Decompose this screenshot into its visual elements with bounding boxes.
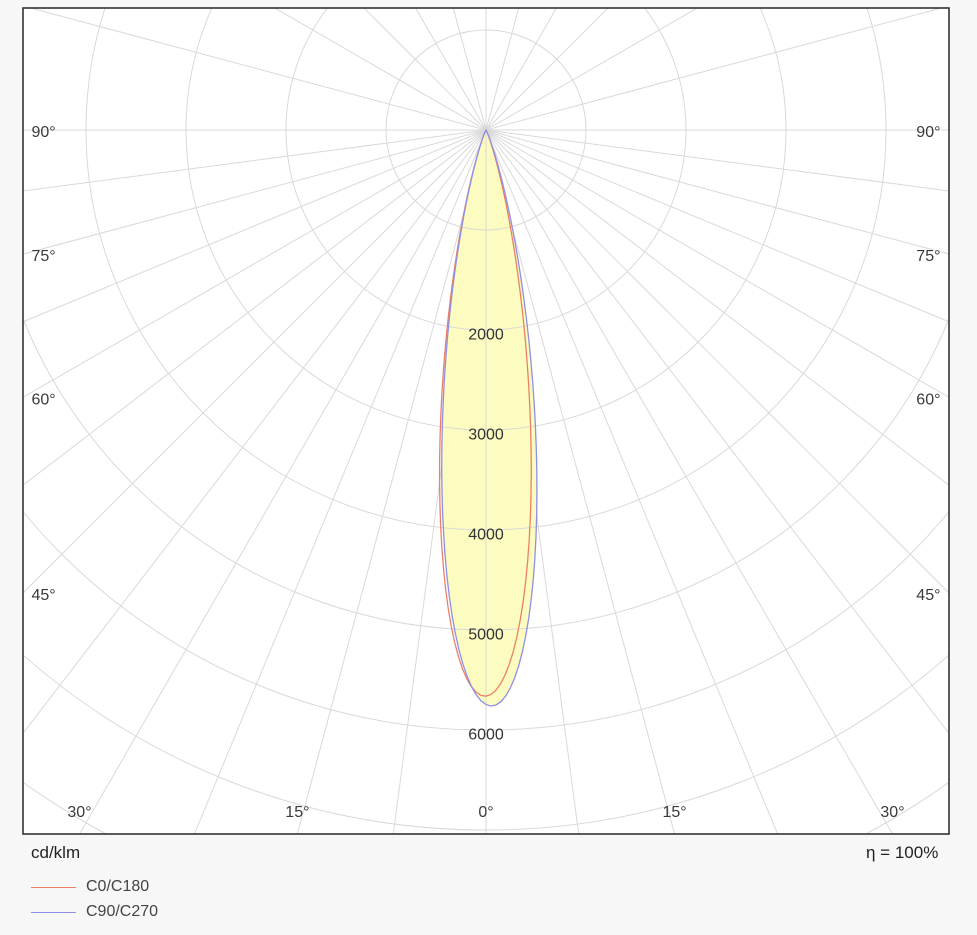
svg-text:45°: 45°: [32, 587, 56, 604]
svg-text:60°: 60°: [32, 391, 56, 408]
svg-text:75°: 75°: [32, 248, 56, 265]
svg-text:30°: 30°: [67, 804, 91, 821]
svg-text:15°: 15°: [662, 804, 686, 821]
svg-text:45°: 45°: [916, 587, 940, 604]
svg-text:30°: 30°: [880, 804, 904, 821]
svg-text:6000: 6000: [468, 727, 504, 744]
svg-text:2000: 2000: [468, 327, 504, 344]
svg-text:3000: 3000: [468, 427, 504, 444]
svg-text:15°: 15°: [285, 804, 309, 821]
svg-text:4000: 4000: [468, 527, 504, 544]
svg-text:90°: 90°: [32, 124, 56, 141]
svg-text:60°: 60°: [916, 391, 940, 408]
svg-text:5000: 5000: [468, 627, 504, 644]
svg-text:90°: 90°: [916, 124, 940, 141]
svg-text:0°: 0°: [478, 804, 493, 821]
svg-text:75°: 75°: [916, 248, 940, 265]
